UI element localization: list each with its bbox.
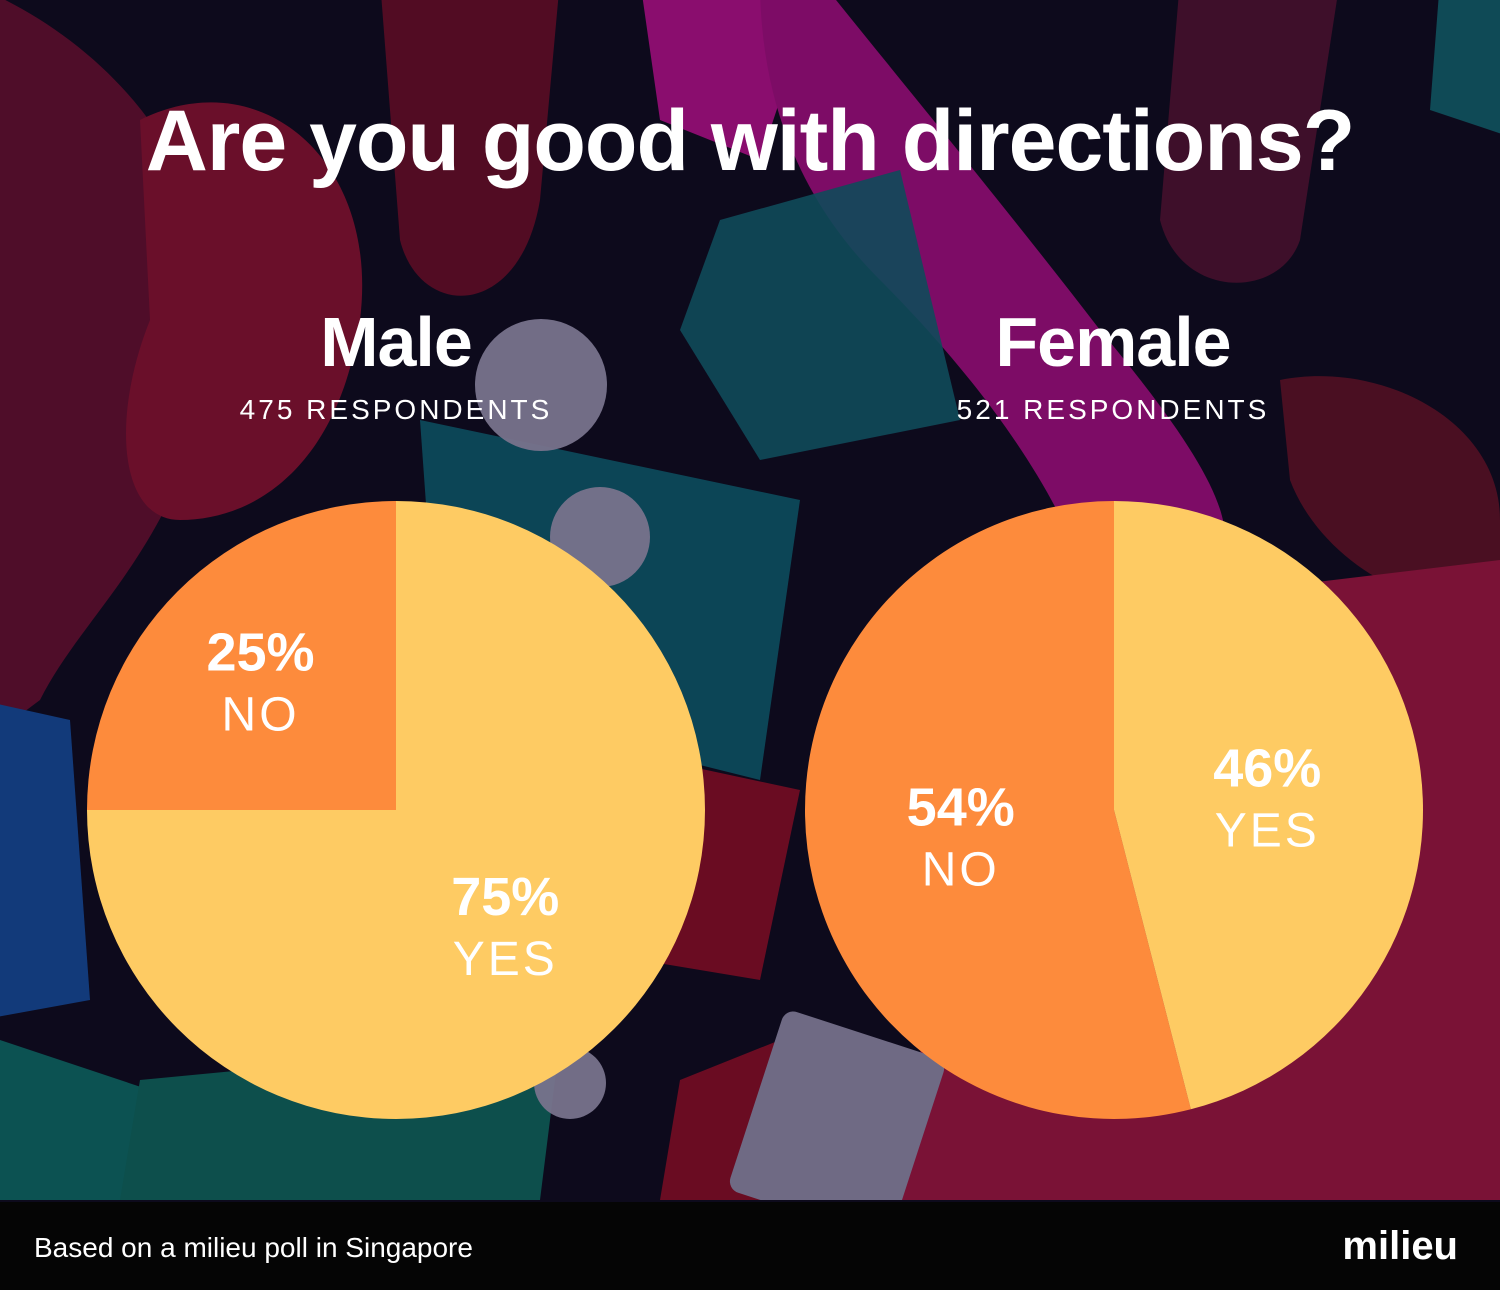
pie-value-label-yes: 75%: [451, 867, 559, 927]
pie-category-label-yes: YES: [453, 933, 558, 986]
pie-category-label-no: NO: [922, 843, 1000, 896]
footer-bar: Based on a milieu poll in Singapore mili…: [0, 1202, 1500, 1290]
pie-category-label-yes: YES: [1215, 805, 1320, 858]
source-note: Based on a milieu poll in Singapore: [34, 1232, 473, 1263]
pie-category-label-no: NO: [222, 689, 300, 742]
logo-text: milieu: [1342, 1224, 1458, 1268]
pie-slice-no: [87, 501, 396, 810]
milieu-logo: milieu: [1342, 1224, 1458, 1269]
pie-slice-yes: [87, 501, 705, 1119]
female-respondents-count: 521 RESPONDENTS: [956, 394, 1270, 425]
pie-slice-no: [805, 501, 1191, 1119]
male-respondents-count: 475 RESPONDENTS: [239, 394, 553, 425]
male-pie-chart: 25% NO 75% YES: [87, 501, 705, 1119]
pie-slice-yes: [1114, 501, 1423, 1110]
pie-value-label-no: 25%: [206, 623, 314, 683]
female-chart-title: Female: [995, 303, 1231, 381]
female-pie-chart: 54% NO 46% YES: [805, 501, 1423, 1119]
pie-value-label-yes: 46%: [1213, 739, 1321, 799]
pie-value-label-no: 54%: [907, 777, 1015, 837]
male-chart-title: Male: [320, 303, 473, 381]
page-title: Are you good with directions?: [145, 93, 1355, 189]
